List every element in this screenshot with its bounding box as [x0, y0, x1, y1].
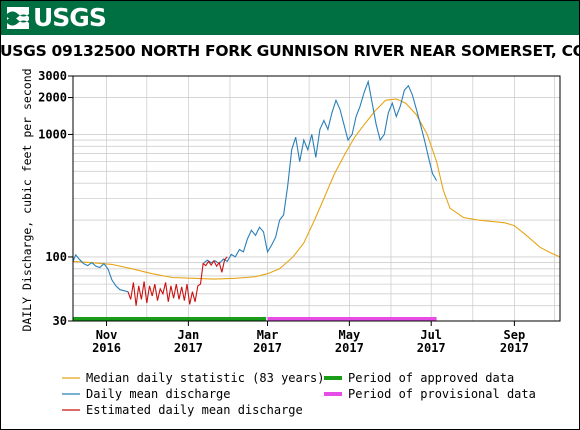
x-tick-month: Sep [504, 328, 526, 342]
provisional-period-bar [267, 317, 437, 321]
x-tick-month: May [339, 328, 361, 342]
legend-estimated-label: Estimated daily mean discharge [86, 403, 303, 417]
y-tick-label: 1000 [38, 127, 67, 141]
y-tick-label: 100 [45, 250, 67, 264]
x-tick-year: 2017 [335, 341, 364, 355]
y-tick-label: 30 [53, 314, 67, 328]
x-axis-ticks: Nov2016Jan2017Mar2017May2017Jul2017Sep20… [92, 321, 529, 355]
legend-median-label: Median daily statistic (83 years) [86, 371, 324, 385]
x-tick-month: Jan [178, 328, 200, 342]
x-tick-year: 2017 [174, 341, 203, 355]
x-tick-month: Mar [257, 328, 279, 342]
x-tick-year: 2017 [417, 341, 446, 355]
estimated-mean-line [127, 256, 228, 306]
x-tick-month: Nov [96, 328, 118, 342]
y-tick-label: 3000 [38, 69, 67, 83]
x-tick-year: 2016 [92, 341, 121, 355]
daily-mean-line [72, 253, 129, 293]
y-axis-ticks: 30 100 1000 2000 3000 [38, 69, 73, 328]
x-tick-year: 2017 [253, 341, 282, 355]
x-tick-month: Jul [420, 328, 442, 342]
y-axis-label: DAILY Discharge, cubic feet per second [20, 68, 34, 331]
legend-approved-label: Period of approved data [348, 371, 514, 385]
grid-lines [73, 76, 560, 321]
legend-mean-label: Daily mean discharge [86, 387, 231, 401]
plot-border [72, 75, 561, 322]
y-tick-label: 2000 [38, 91, 67, 105]
usgs-wave-icon [7, 7, 29, 29]
approved-period-bar [73, 317, 267, 321]
x-tick-year: 2017 [500, 341, 529, 355]
median-daily-line [72, 98, 561, 280]
usgs-banner: USGS [1, 1, 579, 35]
usgs-logo[interactable]: USGS [7, 3, 107, 32]
legend: Median daily statistic (83 years) Daily … [62, 371, 536, 417]
series-lines [72, 79, 561, 306]
data-period-bars [73, 317, 437, 321]
usgs-logo-text: USGS [33, 3, 107, 32]
legend-provisional-label: Period of provisional data [348, 387, 536, 401]
chart-title: USGS 09132500 NORTH FORK GUNNISON RIVER … [0, 42, 580, 60]
daily-mean-line [202, 79, 438, 265]
